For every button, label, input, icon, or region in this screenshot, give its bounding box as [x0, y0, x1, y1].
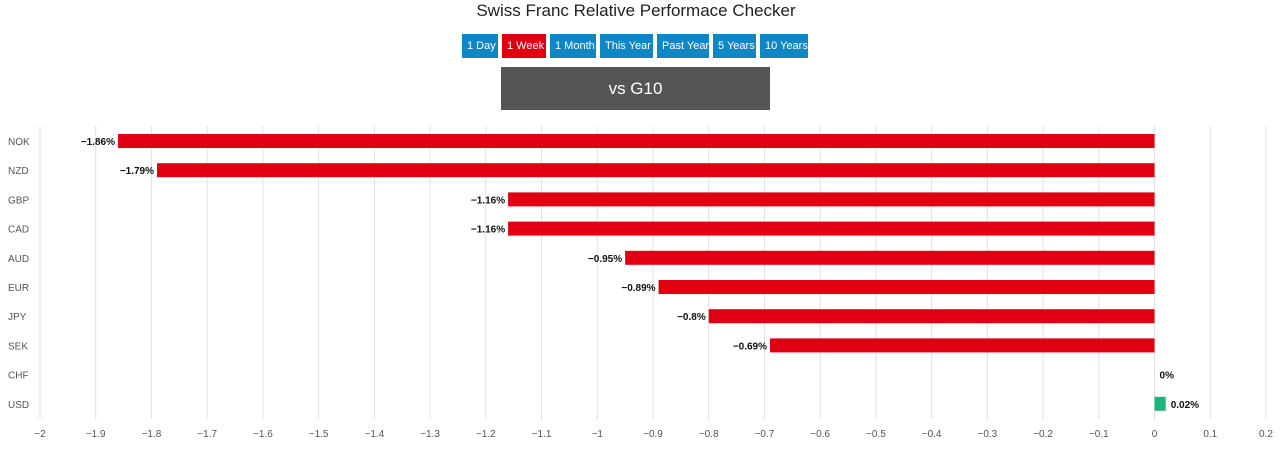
tab-5-years[interactable]: 5 Years: [713, 34, 756, 58]
category-label: USD: [8, 400, 29, 411]
data-label: −0.89%: [621, 283, 655, 294]
data-label: 0%: [1160, 371, 1175, 382]
category-label: CAD: [8, 225, 29, 236]
chart-title: Swiss Franc Relative Performace Checker: [476, 1, 796, 20]
data-label: 0.02%: [1171, 400, 1199, 411]
x-tick-label: −2: [34, 429, 46, 440]
x-tick-label: −1.9: [86, 429, 106, 440]
tab-this-year[interactable]: This Year: [600, 34, 653, 58]
x-tick-label: −1.6: [253, 429, 273, 440]
x-tick-label: 0.2: [1259, 429, 1273, 440]
period-tabs: 1 Day 1 Week 1 Month This Year Past Year…: [462, 34, 808, 58]
category-label: NOK: [8, 137, 30, 148]
x-tick-label: −1: [592, 429, 604, 440]
x-tick-label: −1.7: [197, 429, 217, 440]
x-tick-label: −0.7: [755, 429, 775, 440]
x-tick-label: −1.3: [420, 429, 440, 440]
bar: [118, 134, 1155, 148]
category-label: SEK: [8, 341, 28, 352]
bar: [708, 309, 1155, 324]
comparison-selector[interactable]: vs G10: [501, 67, 770, 110]
data-label: −1.16%: [471, 225, 505, 236]
data-label: −0.8%: [677, 312, 706, 323]
category-label: AUD: [8, 254, 29, 265]
data-label: −1.86%: [81, 137, 115, 148]
tab-10-years[interactable]: 10 Years: [760, 34, 808, 58]
bar: [508, 192, 1155, 207]
category-label: JPY: [8, 312, 27, 323]
category-label: GBP: [8, 195, 29, 206]
x-tick-label: −1.4: [364, 429, 384, 440]
x-tick-label: −0.8: [699, 429, 719, 440]
tab-1-week[interactable]: 1 Week: [502, 34, 546, 58]
category-label: EUR: [8, 283, 29, 294]
x-tick-label: −0.1: [1089, 429, 1109, 440]
tab-1-day[interactable]: 1 Day: [462, 34, 498, 58]
category-label: CHF: [8, 371, 29, 382]
x-tick-label: −0.4: [922, 429, 942, 440]
x-tick-label: −1.5: [309, 429, 329, 440]
bar: [157, 163, 1155, 178]
bar: [770, 338, 1155, 353]
x-tick-label: −0.3: [977, 429, 997, 440]
x-tick-label: −0.2: [1033, 429, 1053, 440]
bar: [508, 221, 1155, 236]
category-label: NZD: [8, 166, 29, 177]
bar: [1154, 396, 1166, 411]
x-tick-label: −0.5: [866, 429, 886, 440]
bar: [625, 250, 1155, 265]
data-label: −0.95%: [588, 254, 622, 265]
data-label: −0.69%: [733, 341, 767, 352]
bar: [658, 280, 1155, 294]
tab-1-month[interactable]: 1 Month: [550, 34, 596, 58]
x-tick-label: 0.1: [1203, 429, 1217, 440]
x-tick-label: −1.2: [476, 429, 496, 440]
tab-past-year[interactable]: Past Year: [657, 34, 709, 58]
x-tick-label: −1.1: [532, 429, 552, 440]
x-tick-label: −0.9: [643, 429, 663, 440]
data-label: −1.16%: [471, 195, 505, 206]
x-tick-label: −0.6: [810, 429, 830, 440]
x-tick-label: −1.8: [142, 429, 162, 440]
data-label: −1.79%: [120, 166, 154, 177]
x-tick-label: 0: [1152, 429, 1158, 440]
